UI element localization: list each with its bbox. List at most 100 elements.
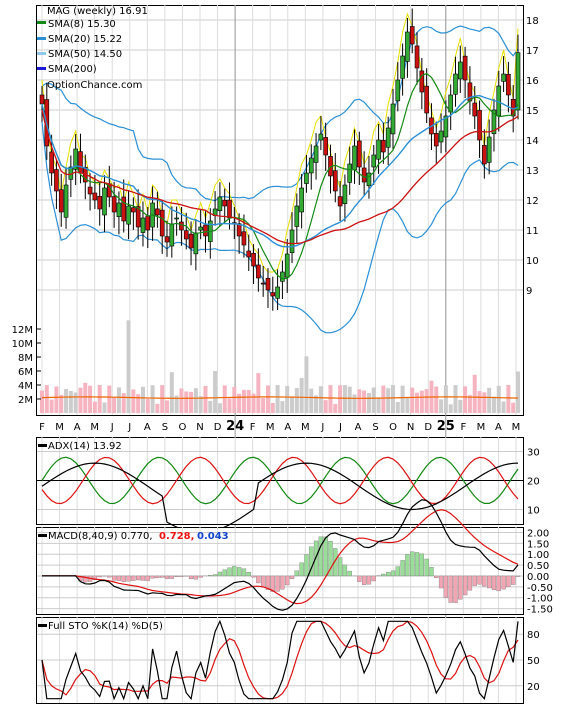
- legend-sma8: SMA(8) 15.30: [48, 19, 116, 30]
- macd-histogram-bar: [83, 575, 88, 583]
- candle-body: [256, 264, 261, 279]
- candle-body: [477, 110, 482, 141]
- volume-bar: [352, 394, 357, 413]
- candle-body: [222, 199, 228, 207]
- time-tick-label: M: [301, 422, 310, 433]
- candle-body: [116, 202, 122, 217]
- macd-histogram-bar: [304, 554, 309, 577]
- volume-bar: [347, 386, 352, 413]
- volume-tick-label: 12M: [12, 325, 33, 336]
- panel-tick-label: 20: [527, 477, 540, 488]
- volume-bar: [59, 394, 64, 413]
- candle-body: [453, 73, 458, 95]
- volume-bar: [174, 395, 179, 413]
- panel-tick-label: 20: [527, 682, 540, 693]
- macd-histogram-bar: [280, 575, 285, 590]
- macd-histogram-bar: [97, 575, 102, 578]
- macd-line: [42, 499, 519, 611]
- macd-histogram-bar: [386, 572, 391, 577]
- legend-sma50: SMA(50) 14.50: [48, 49, 122, 60]
- sto-lines: [41, 619, 519, 701]
- macd-histogram-bar: [462, 575, 468, 596]
- bollinger-upper: [41, 25, 519, 202]
- macd-axis: 2.001.501.000.500.00-0.50-1.00-1.50: [527, 528, 553, 615]
- macd-lines: [42, 499, 521, 611]
- macd-histogram-bar: [193, 575, 199, 580]
- macd-histogram-bar: [515, 575, 521, 577]
- candle-body: [313, 145, 319, 163]
- macd-histogram-bar: [294, 570, 299, 577]
- time-tick-label: F: [250, 422, 256, 433]
- macd-panel: 2.001.501.000.500.00-0.50-1.00-1.50 MACD…: [36, 499, 553, 616]
- candle-body: [169, 223, 175, 247]
- macd-histogram-bar: [208, 575, 213, 577]
- volume-bar: [400, 385, 405, 413]
- volume-bar: [126, 320, 131, 413]
- volume-bar: [323, 400, 328, 413]
- price-axis: 9 10 11 12 13 14 15 16 17 18: [526, 16, 539, 297]
- adx-label: ADX(14) 13.92: [48, 441, 122, 452]
- plus-di-line: [41, 456, 519, 505]
- time-tick-label: J: [338, 422, 342, 433]
- macd-histogram-bar: [111, 575, 117, 581]
- volume-bar: [511, 402, 516, 413]
- macd-histogram-bar: [337, 557, 343, 577]
- macd-histogram-bar: [236, 567, 242, 577]
- macd-histogram-bar: [323, 536, 328, 577]
- macd-panel-frame: [36, 527, 524, 615]
- price-tick-label: 17: [526, 46, 539, 57]
- volume-bar: [496, 385, 501, 413]
- macd-histogram-bar: [511, 575, 516, 585]
- macd-histogram-bar: [261, 575, 266, 588]
- volume-bar: [203, 385, 208, 413]
- volume-bar: [395, 401, 400, 413]
- time-tick-label: A: [74, 422, 81, 433]
- macd-signal-line: [42, 509, 519, 605]
- macd-histogram-bar: [169, 575, 174, 579]
- macd-histogram-bar: [222, 569, 227, 577]
- volume-bar: [241, 389, 246, 413]
- volume-bar: [477, 391, 482, 413]
- volume-bar: [97, 385, 102, 413]
- candle-body: [155, 208, 160, 216]
- macd-histogram-bar: [410, 551, 415, 577]
- volume-bar: [88, 385, 93, 413]
- price-tick-label: 15: [526, 106, 539, 117]
- volume-bar: [131, 389, 136, 413]
- macd-histogram-bar: [390, 570, 396, 577]
- legend-sma20: SMA(20) 15.22: [48, 34, 122, 45]
- volume-bar: [198, 396, 203, 413]
- candle-body: [289, 229, 295, 253]
- volume-bar: [491, 396, 496, 413]
- volume-bar: [439, 399, 444, 413]
- volume-bar: [390, 385, 395, 413]
- macd-histogram-bar: [347, 570, 352, 577]
- candle-body: [390, 103, 396, 135]
- time-tick-label: M: [266, 422, 275, 433]
- candle-body: [472, 102, 478, 117]
- candle-body: [409, 26, 415, 45]
- volume-bar: [405, 397, 410, 413]
- volume-bar: [318, 386, 323, 413]
- macd-histogram-bar: [414, 552, 420, 577]
- candle-body: [376, 139, 381, 160]
- candle-body: [385, 127, 391, 148]
- candle-body: [174, 217, 179, 220]
- macd-histogram-bar: [107, 575, 112, 578]
- panel-tick-label: 2.00: [527, 528, 549, 539]
- candle-body: [73, 148, 78, 170]
- candle-body: [342, 184, 348, 205]
- volume-bar: [179, 388, 184, 413]
- volume-bar: [121, 393, 126, 413]
- macd-histogram-bar: [453, 575, 458, 603]
- time-tick-label: J: [127, 422, 131, 433]
- macd-histogram-bar: [265, 575, 271, 590]
- macd-histogram-bar: [361, 575, 367, 585]
- macd-histogram-bar: [232, 566, 237, 577]
- macd-histogram-bar: [241, 568, 247, 577]
- volume-bar: [299, 378, 304, 413]
- macd-histogram-bar: [477, 575, 482, 585]
- adx-panel: 10 20 30 ADX(14) 13.92: [36, 437, 540, 534]
- time-tick-label: M: [512, 422, 521, 433]
- time-tick-label: D: [214, 422, 222, 433]
